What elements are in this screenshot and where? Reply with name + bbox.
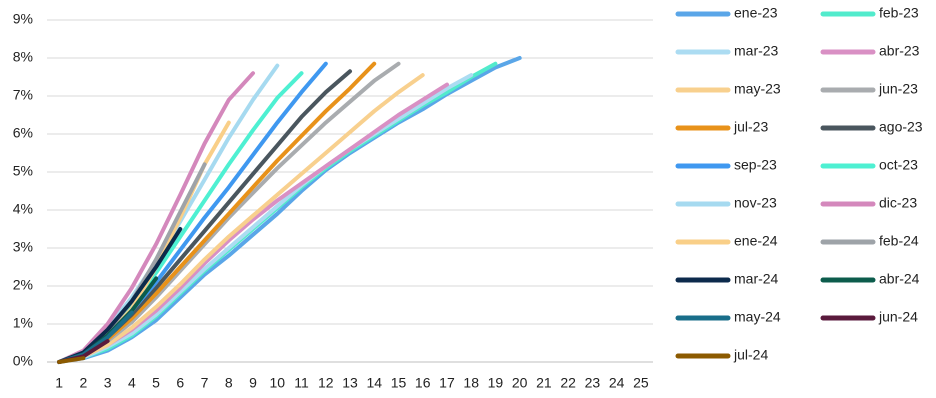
legend-label: oct-23 [879, 157, 918, 173]
legend-label: jun-24 [878, 309, 918, 325]
x-tick-label: 15 [391, 375, 407, 391]
y-tick-label: 8% [13, 49, 33, 65]
x-tick-label: 6 [176, 375, 184, 391]
x-tick-label: 8 [225, 375, 233, 391]
series-line [57, 73, 474, 364]
x-tick-label: 24 [609, 375, 625, 391]
x-tick-label: 22 [560, 375, 576, 391]
y-tick-label: 1% [13, 315, 33, 331]
legend-label: may-24 [734, 309, 781, 325]
x-tick-label: 14 [366, 375, 382, 391]
x-tick-label: 4 [128, 375, 136, 391]
y-tick-label: 9% [13, 11, 33, 27]
y-tick-label: 7% [13, 87, 33, 103]
x-tick-label: 12 [318, 375, 334, 391]
x-tick-label: 7 [201, 375, 209, 391]
legend-label: jul-23 [733, 119, 768, 135]
y-tick-label: 2% [13, 277, 33, 293]
x-tick-label: 16 [415, 375, 431, 391]
series-line [57, 71, 255, 364]
legend-label: mar-23 [734, 43, 779, 59]
x-tick-label: 11 [294, 375, 309, 391]
legend-label: ago-23 [879, 119, 923, 135]
x-tick-label: 19 [488, 375, 504, 391]
x-tick-label: 17 [439, 375, 455, 391]
legend-label: mar-24 [734, 271, 779, 287]
legend-label: jul-24 [733, 347, 768, 363]
legend-label: abr-24 [879, 271, 920, 287]
legend-label: ene-24 [734, 233, 778, 249]
series-line [57, 73, 425, 364]
legend-label: abr-23 [879, 43, 920, 59]
legend-label: jun-23 [878, 81, 918, 97]
x-tick-label: 13 [342, 375, 358, 391]
legend-label: ene-23 [734, 5, 778, 21]
legend-label: may-23 [734, 81, 781, 97]
legend-label: dic-23 [879, 195, 917, 211]
legend-label: sep-23 [734, 157, 777, 173]
y-tick-label: 3% [13, 239, 33, 255]
y-tick-label: 0% [13, 353, 33, 369]
series-line [57, 61, 377, 364]
x-tick-label: 23 [585, 375, 601, 391]
legend-label: feb-24 [879, 233, 919, 249]
x-tick-label: 21 [536, 375, 552, 391]
x-tick-label: 18 [463, 375, 479, 391]
x-tick-label: 10 [269, 375, 285, 391]
series-line [57, 63, 280, 364]
legend-label: feb-23 [879, 5, 919, 21]
y-tick-label: 4% [13, 201, 33, 217]
x-tick-label: 25 [633, 375, 649, 391]
x-tick-label: 1 [55, 375, 63, 391]
x-tick-label: 20 [512, 375, 528, 391]
legend-label: nov-23 [734, 195, 777, 211]
series-line [57, 356, 86, 364]
y-tick-label: 6% [13, 125, 33, 141]
x-tick-label: 5 [152, 375, 160, 391]
y-tick-label: 5% [13, 163, 33, 179]
x-tick-label: 3 [104, 375, 112, 391]
series-line [57, 61, 328, 364]
x-tick-label: 2 [79, 375, 87, 391]
x-tick-label: 9 [249, 375, 257, 391]
